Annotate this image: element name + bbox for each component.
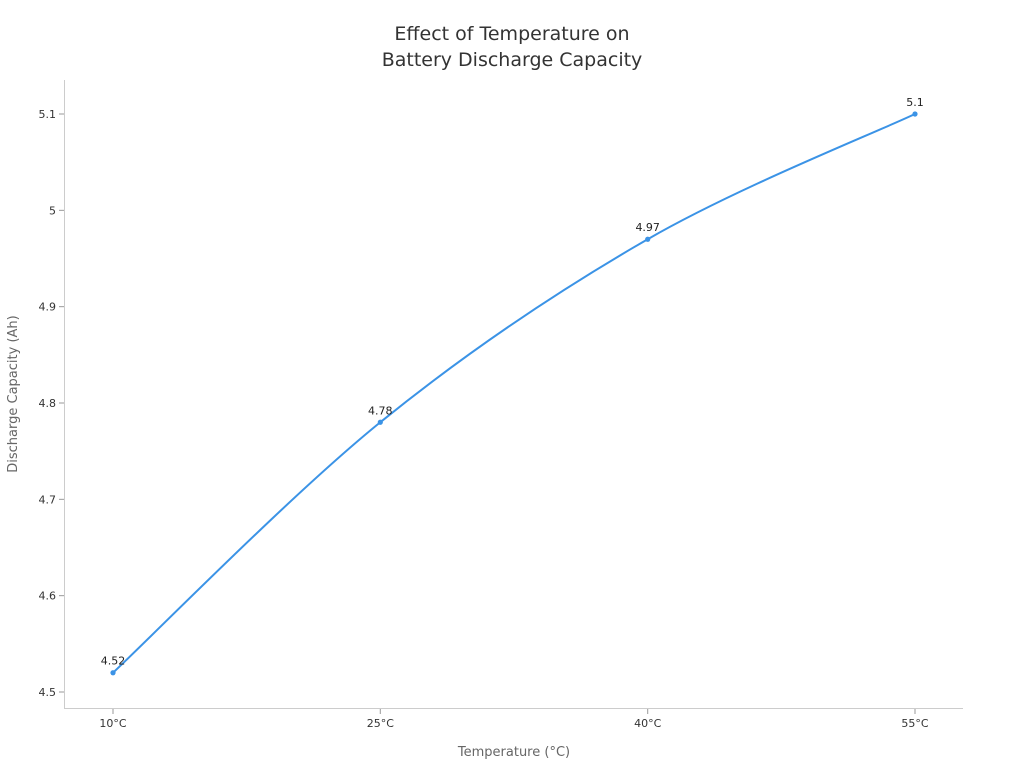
series-line <box>112 113 916 674</box>
data-label: 4.52 <box>101 655 126 668</box>
data-label: 5.1 <box>906 96 924 109</box>
y-tick-label: 4.7 <box>39 493 57 506</box>
y-tick-label: 5.1 <box>39 108 57 121</box>
x-axis-label: Temperature (°C) <box>457 745 570 760</box>
data-point <box>912 111 918 117</box>
y-axis-label: Discharge Capacity (Ah) <box>6 315 21 472</box>
y-tick-label: 4.9 <box>39 301 57 314</box>
data-label: 4.97 <box>635 221 660 234</box>
x-tick-label: 55°C <box>901 717 928 730</box>
data-point <box>645 236 651 242</box>
y-tick-label: 4.5 <box>39 686 57 699</box>
data-label: 4.78 <box>368 404 393 417</box>
data-point <box>377 419 383 425</box>
data-point <box>110 670 116 676</box>
y-tick-label: 4.6 <box>39 590 57 603</box>
chart-title-line-1: Effect of Temperature on <box>394 23 629 45</box>
x-tick-label: 10°C <box>99 717 126 730</box>
y-tick-label: 4.8 <box>39 397 57 410</box>
y-tick-label: 5 <box>49 204 56 217</box>
x-tick-label: 25°C <box>367 717 394 730</box>
x-tick-label: 40°C <box>634 717 661 730</box>
chart-title-line-2: Battery Discharge Capacity <box>382 49 643 71</box>
